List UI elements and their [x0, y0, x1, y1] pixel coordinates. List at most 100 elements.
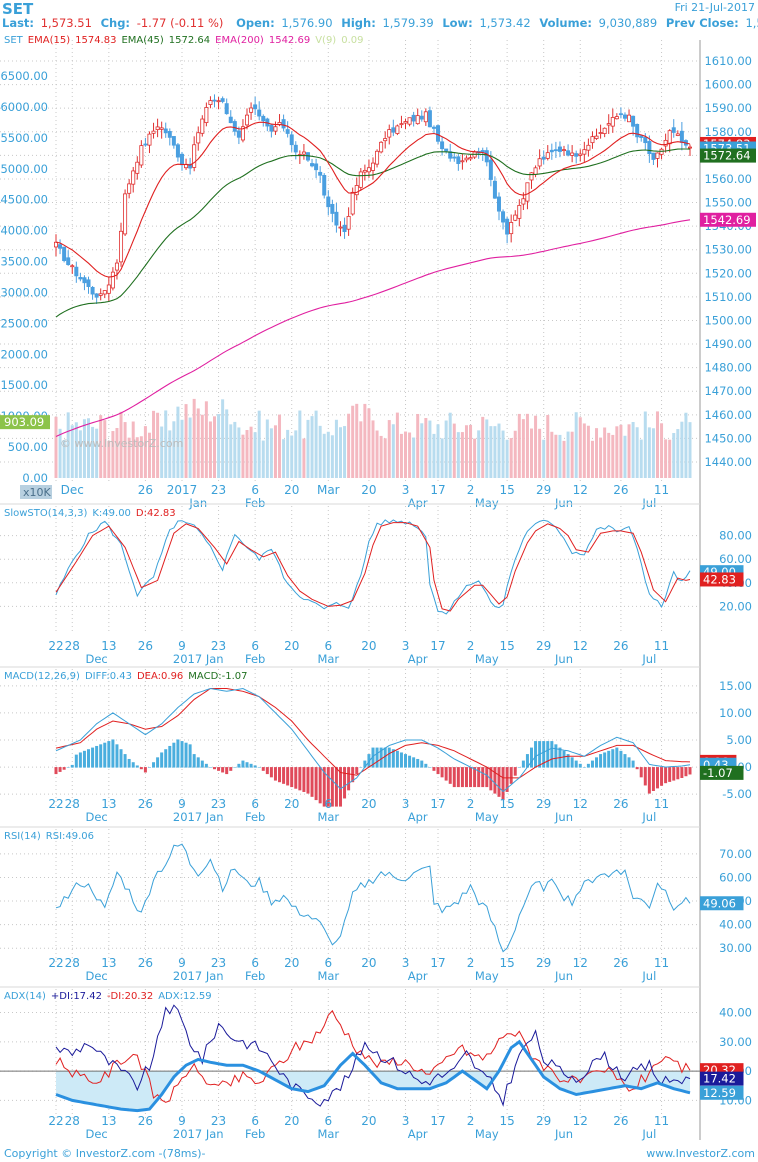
macd-histogram-bar [257, 767, 261, 768]
chart-panels: 6500.006000.005500.005000.004500.004000.… [0, 35, 756, 1141]
macd-histogram-bar [249, 763, 253, 768]
y-tick-label: 30.00 [719, 1035, 752, 1049]
volume-bar [477, 430, 481, 478]
volume-tick-label: 3000.00 [0, 285, 48, 299]
macd-histogram-bar [542, 741, 546, 768]
macd-histogram-bar [115, 744, 119, 768]
x-tick-label: 26 [138, 483, 153, 497]
legend-item: SlowSTO(14,3,3) [4, 508, 87, 519]
candle-body [114, 262, 119, 271]
candle-body [74, 266, 79, 277]
x-month-label: Feb [245, 652, 265, 666]
macd-histogram-bar [456, 767, 460, 788]
x-tick-label: 2 [467, 639, 475, 653]
candle-body [102, 290, 107, 295]
macd-histogram-bar [318, 767, 322, 804]
x-tick-label: 29 [536, 797, 551, 811]
macd-histogram-bar [582, 767, 586, 768]
x-tick-label: 17 [430, 1114, 445, 1128]
volume-bar [599, 437, 603, 478]
x-month-label: Feb [245, 969, 265, 983]
macd-dea-line [55, 688, 691, 779]
stochastic-panel-last-value: 42.83 [703, 572, 736, 586]
candle-body [545, 152, 550, 159]
volume-bar [497, 423, 501, 478]
macd-histogram-bar [627, 757, 631, 768]
volume-bar [278, 414, 282, 478]
x-tick-label: 23 [211, 1114, 226, 1128]
macd-histogram-bar [603, 752, 607, 768]
stochastic-panel-last-value-tag [700, 572, 744, 587]
volume-bar [282, 439, 286, 478]
macd-histogram-bar [282, 767, 286, 784]
candle-body [289, 134, 294, 146]
legend-item: EMA(200) [215, 35, 264, 46]
macd-histogram-bar [444, 767, 448, 781]
price-last-value: 1572.64 [703, 149, 751, 163]
volume-bar [82, 419, 86, 478]
macd-histogram-bar [338, 767, 342, 807]
candle-body [464, 157, 469, 161]
volume-bar [404, 431, 408, 478]
volume-bar [521, 419, 525, 478]
volume-bar [383, 438, 387, 478]
x-tick-label: 23 [211, 639, 226, 653]
volume-last-tag [0, 415, 50, 430]
candle-body [671, 127, 676, 133]
volume-bar [107, 440, 111, 478]
x-tick-label: 3 [402, 956, 410, 970]
macd-histogram-bar [448, 767, 452, 784]
copyright-text: Copyright © InvestorZ.com -(78ms)- [4, 1147, 206, 1160]
volume-bar [99, 415, 103, 478]
x-tick-label: 15 [499, 1114, 514, 1128]
x-month-label: Apr [408, 652, 428, 666]
volume-bar [95, 428, 99, 478]
x-tick-label: 26 [613, 797, 628, 811]
volume-bar [87, 418, 91, 478]
volume-bar [330, 435, 334, 478]
quote-date: Fri 21-Jul-2017 [675, 1, 755, 14]
macd-panel: 15.0010.005.000.00-5.00MACD(12,26,9)DIFF… [0, 666, 752, 824]
candle-body [606, 123, 611, 126]
volume-bar [249, 426, 253, 478]
volume-bar [595, 428, 599, 478]
volume-bar [582, 423, 586, 478]
legend-item: RSI(14) [4, 831, 41, 842]
y-tick-label: 1450.00 [704, 431, 752, 445]
candle-body [208, 100, 213, 105]
macd-histogram-bar [176, 739, 180, 768]
volume-bar [627, 424, 631, 478]
macd-histogram-bar [78, 752, 82, 768]
y-tick-label: -5.00 [722, 787, 752, 801]
candle-body [509, 222, 514, 235]
x-month-label: Jun [554, 652, 573, 666]
x-tick-label: 26 [613, 956, 628, 970]
volume-bar [574, 412, 578, 478]
volume-bar [623, 435, 627, 478]
x-tick-label: 2 [467, 797, 475, 811]
x-tick-label: 11 [654, 1114, 669, 1128]
legend: SlowSTO(14,3,3) K:49.00 D:42.83 [4, 508, 176, 519]
candle-body [431, 126, 436, 129]
volume-bar [164, 410, 168, 478]
macd-panel-last-value-tag [700, 765, 744, 780]
y-tick-label: 1510.00 [704, 290, 752, 304]
macd-histogram-bar [684, 767, 688, 777]
candle-body [375, 150, 380, 165]
macd-histogram-bar [521, 760, 525, 768]
candle-body [131, 170, 136, 185]
volume-bar [387, 420, 391, 478]
macd-histogram-bar [525, 754, 529, 768]
volume-value: 9,030,889 [599, 16, 658, 30]
candle-body [350, 191, 355, 215]
volume-bar [160, 426, 164, 478]
candle-body [358, 171, 363, 188]
x-tick-label: 3 [402, 1114, 410, 1128]
macd-histogram-bar [334, 767, 338, 807]
candle-body [582, 149, 587, 155]
x-tick-label: 12 [573, 797, 588, 811]
x-month-label: 2017 Jan [173, 1127, 224, 1141]
x-tick-label: 12 [573, 1114, 588, 1128]
candle-body [501, 211, 506, 223]
x-tick-label: 26 [138, 797, 153, 811]
